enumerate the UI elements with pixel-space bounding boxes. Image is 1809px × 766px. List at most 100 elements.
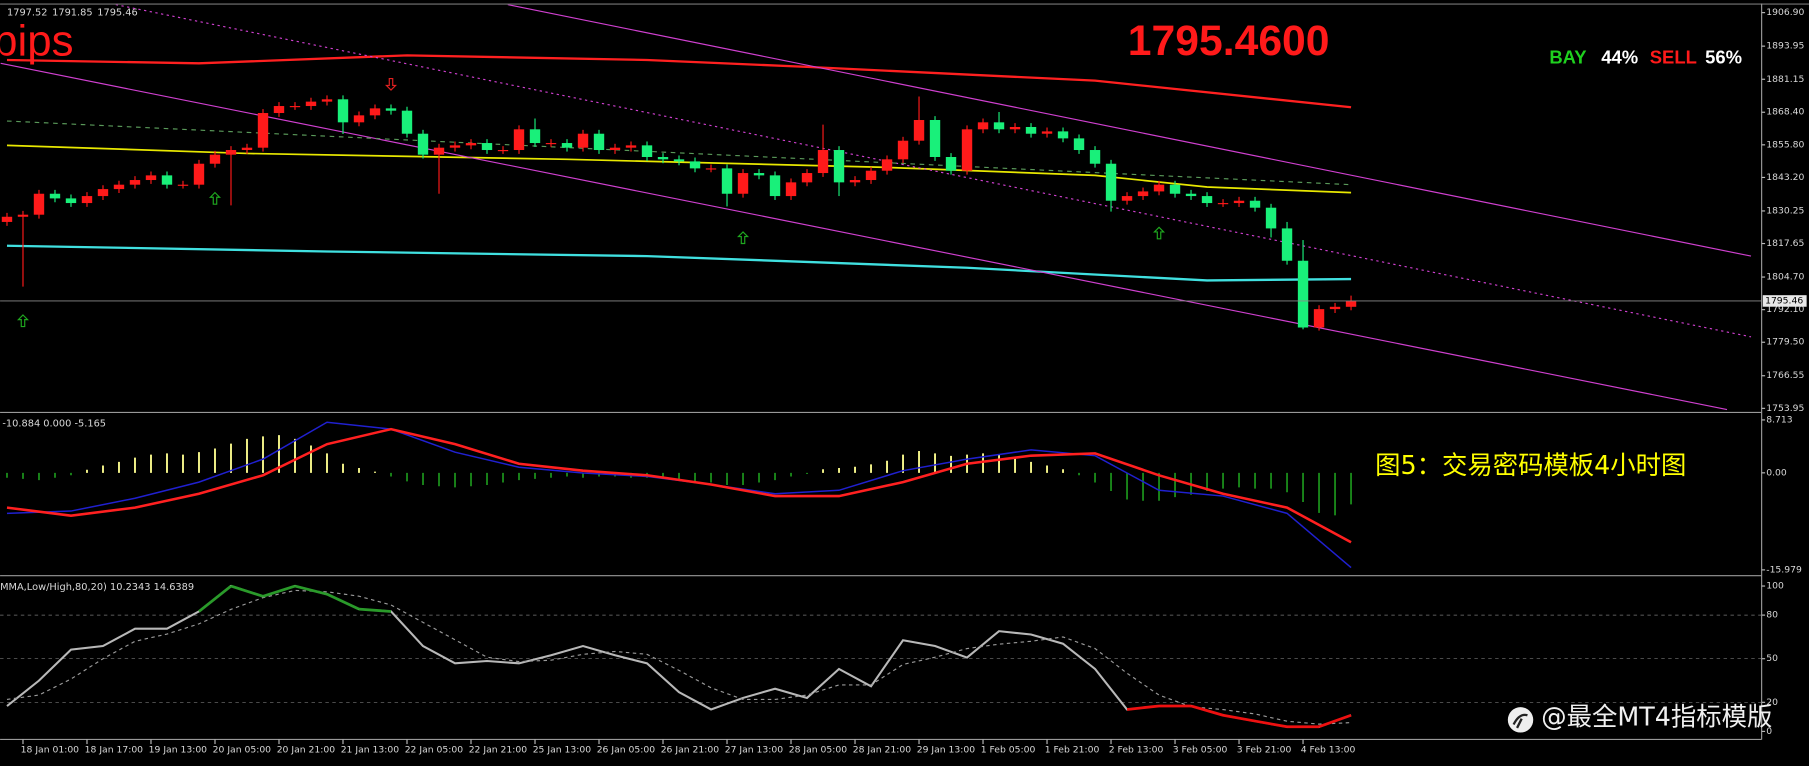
- y-tick-label: 1906.90: [1766, 7, 1804, 18]
- y-tick-label: 1881.15: [1766, 74, 1804, 85]
- y-tick-label: 8.713: [1766, 414, 1793, 425]
- candle-body: [385, 108, 397, 111]
- candle-body: [961, 129, 973, 171]
- candle-body: [785, 182, 797, 197]
- candle-body: [1105, 163, 1117, 201]
- candle-body: [1249, 200, 1261, 208]
- candle-body: [977, 122, 989, 130]
- candle-body: [1057, 131, 1069, 139]
- candle-body: [177, 184, 189, 186]
- candle-body: [1185, 193, 1197, 197]
- candle-body: [1089, 150, 1101, 164]
- candle-body: [113, 184, 125, 190]
- sell-value: 56%: [1705, 47, 1742, 68]
- candle-body: [289, 106, 301, 108]
- candle-body: [257, 113, 269, 148]
- candle-body: [625, 145, 637, 148]
- signal-line: [6, 589, 1352, 725]
- y-tick-label: 20: [1766, 697, 1778, 708]
- candle-body: [1201, 196, 1213, 204]
- buy-value: 44%: [1601, 47, 1638, 68]
- candle-body: [945, 157, 957, 171]
- candle-body: [993, 122, 1005, 130]
- price-label-box: [1762, 295, 1807, 307]
- candle-body: [97, 189, 109, 197]
- y-tick-label: 1843.20: [1766, 172, 1804, 183]
- candle-body: [33, 193, 45, 215]
- candle-body: [321, 99, 333, 102]
- zone-segment: [1126, 704, 1160, 711]
- overlay-line: [0, 62, 1728, 411]
- zone-segment: [1254, 719, 1288, 729]
- candle-body: [369, 108, 381, 116]
- y-tick-label: 1804.70: [1766, 272, 1804, 283]
- candle-body: [497, 150, 509, 152]
- zone-segment: [294, 584, 328, 596]
- x-tick-label: 18 Jan 01:00: [21, 744, 80, 755]
- candle-body: [769, 175, 781, 197]
- zone-segment: [1222, 713, 1256, 723]
- candle-body: [1169, 184, 1181, 194]
- candle-body: [881, 159, 893, 171]
- y-tick-label: 1817.65: [1766, 238, 1804, 249]
- candle-body: [1009, 126, 1021, 130]
- candle-body: [657, 157, 669, 160]
- stoch-header: MMA,Low/High,80,20) 10.2343 14.6389: [0, 582, 194, 593]
- signal-arrow: [16, 314, 29, 328]
- header-close: 1795.46: [97, 8, 138, 19]
- zone-segment: [262, 584, 296, 598]
- ohlc-header: 1797.52 1791.85 1795.46: [7, 8, 138, 19]
- overlay-line: [6, 54, 1352, 109]
- y-tick-label: 50: [1766, 653, 1778, 664]
- candle-body: [129, 180, 141, 185]
- candle-body: [225, 150, 237, 155]
- x-tick-label: 21 Jan 13:00: [341, 744, 400, 755]
- x-tick-label: 28 Jan 21:00: [853, 744, 912, 755]
- candle-body: [705, 168, 717, 170]
- x-tick-label: 26 Jan 21:00: [661, 744, 720, 755]
- candle-body: [241, 147, 253, 151]
- x-tick-label: 20 Jan 05:00: [213, 744, 272, 755]
- candle-body: [273, 106, 285, 114]
- x-tick-label: 26 Jan 05:00: [597, 744, 656, 755]
- candle-body: [1329, 306, 1341, 310]
- price-label: 1795.46: [1765, 295, 1803, 306]
- y-tick-label: 0.00: [1766, 467, 1787, 478]
- x-tick-label: 4 Feb 13:00: [1301, 744, 1356, 755]
- indicator-line: [6, 421, 1352, 569]
- candle-body: [161, 175, 173, 185]
- candle-body: [465, 143, 477, 146]
- y-tick-label: 1779.50: [1766, 337, 1804, 348]
- candle-body: [1025, 126, 1037, 134]
- candle-body: [1233, 200, 1245, 204]
- candle-body: [305, 101, 317, 107]
- candle-body: [1, 216, 13, 222]
- signal-arrow: [384, 77, 398, 91]
- candle-body: [529, 129, 541, 144]
- x-tick-label: 25 Jan 13:00: [533, 744, 592, 755]
- header-high: 1797.52: [7, 8, 48, 19]
- candle-body: [721, 168, 733, 194]
- indicator-line: [6, 427, 1352, 544]
- candle-body: [865, 170, 877, 181]
- overlay-line: [507, 4, 1752, 257]
- candle-body: [481, 143, 493, 151]
- candle-body: [849, 180, 861, 183]
- x-tick-label: 1 Feb 05:00: [981, 744, 1036, 755]
- y-tick-label: 1753.95: [1766, 403, 1804, 414]
- zone-segment: [198, 584, 232, 613]
- overlay-line: [6, 244, 1352, 282]
- overlay-line: [115, 4, 1752, 338]
- candle-body: [65, 198, 77, 204]
- candle-body: [593, 133, 605, 151]
- overlay-line: [6, 144, 1352, 194]
- candle-body: [49, 193, 61, 199]
- watermark-icon: [1507, 707, 1534, 733]
- y-tick-label: 1893.95: [1766, 41, 1804, 52]
- zone-segment: [1190, 704, 1224, 717]
- candle-body: [145, 175, 157, 181]
- panel-stochastic: [6, 584, 1352, 729]
- x-tick-label: 22 Jan 21:00: [469, 744, 528, 755]
- candle-body: [897, 140, 909, 160]
